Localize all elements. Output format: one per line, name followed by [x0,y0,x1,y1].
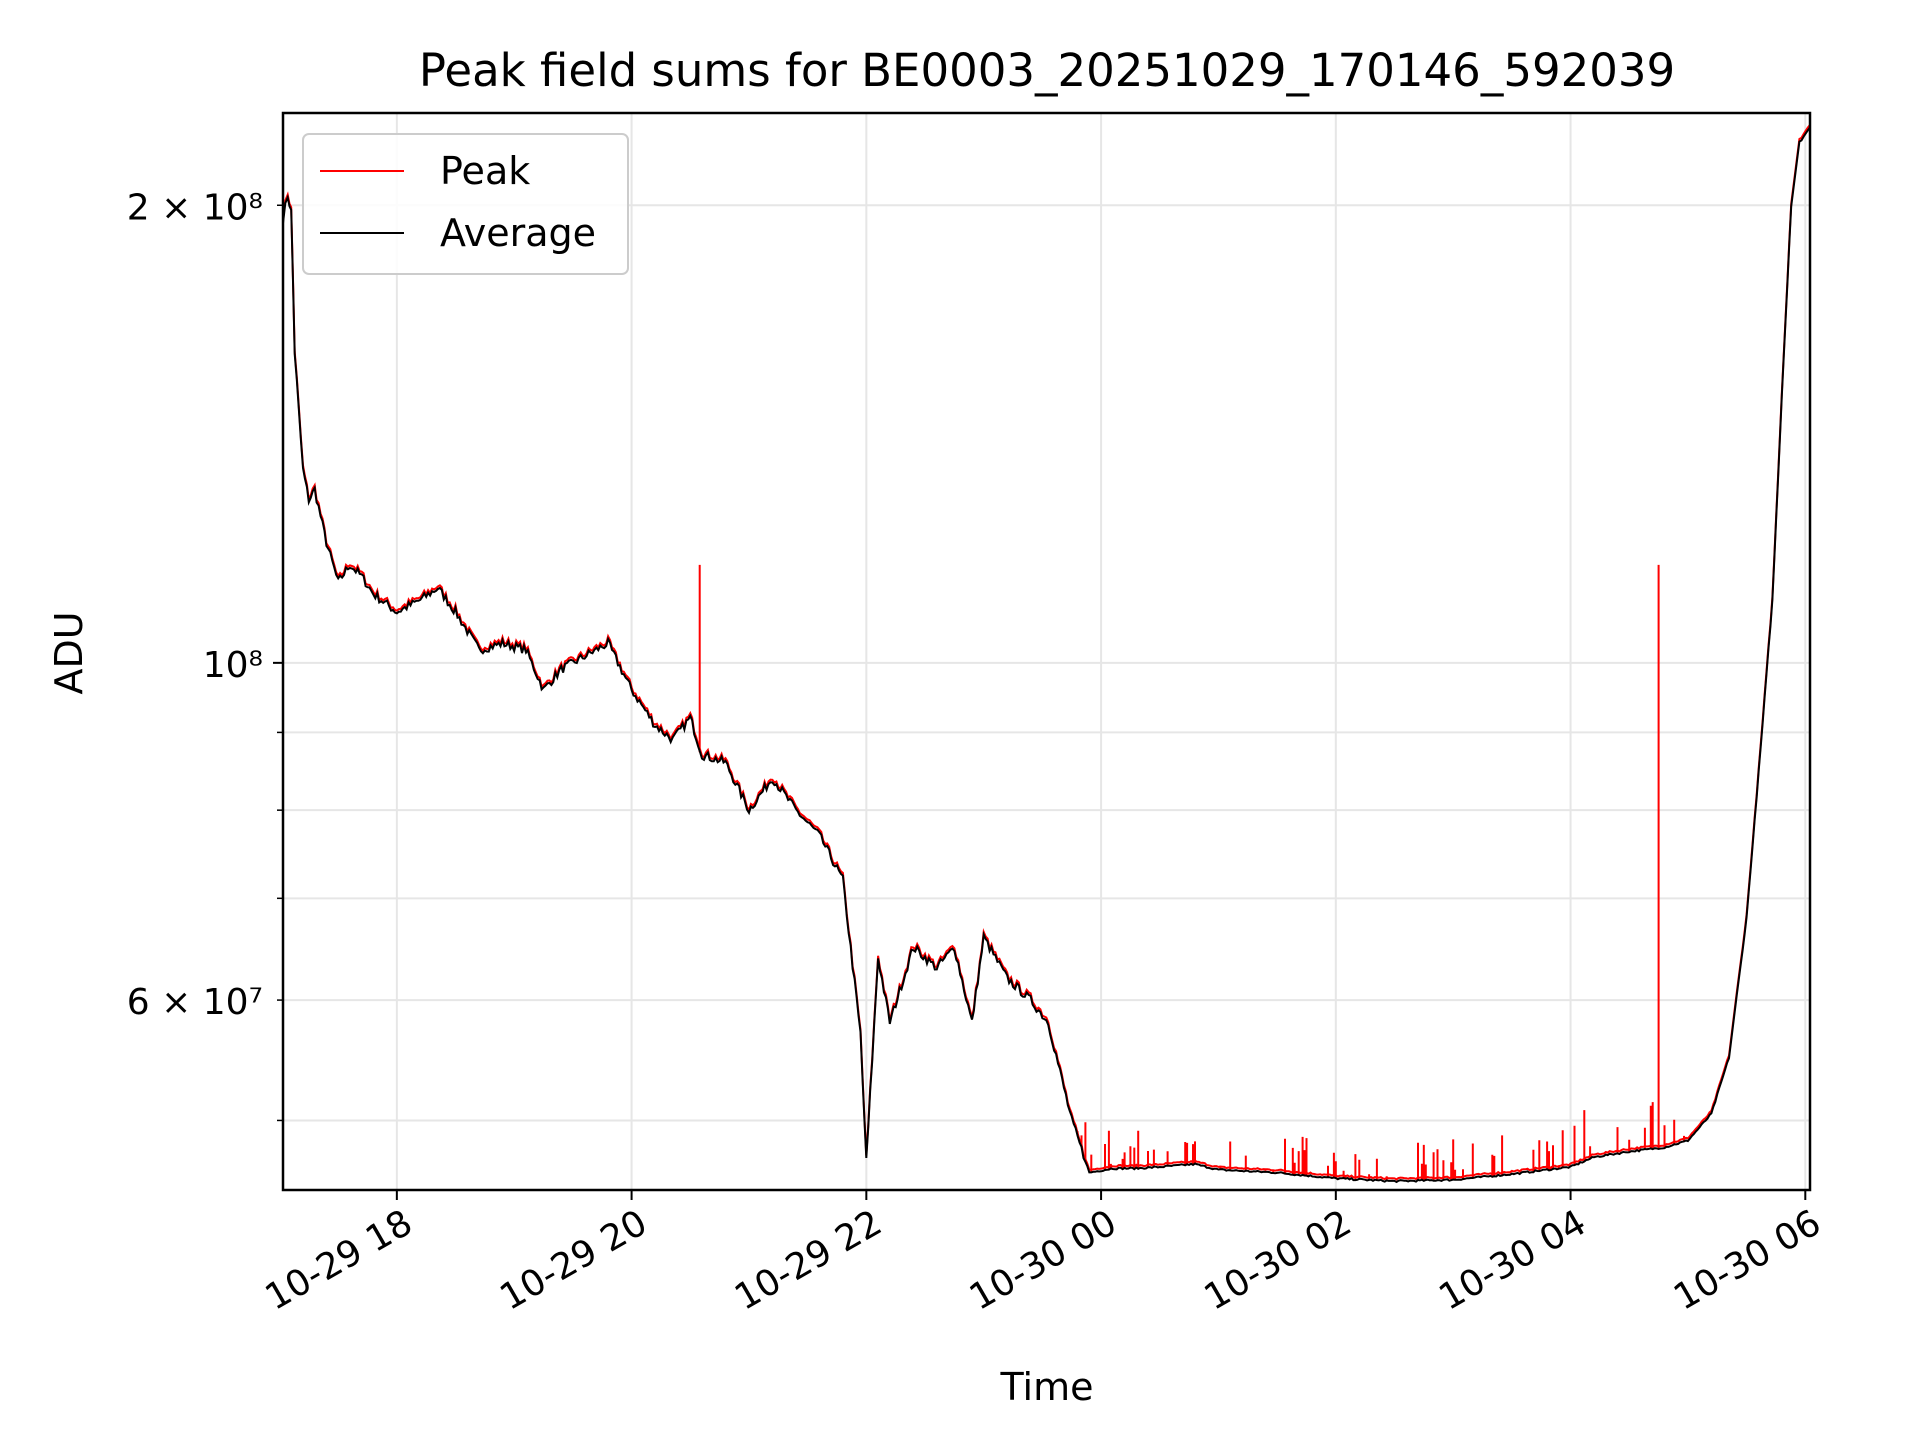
plot-frame [281,111,1812,1192]
legend-box [302,133,629,275]
y-axis-label: ADU [47,611,91,694]
grid [283,113,1810,1190]
y-minor-tick-label: 2 × 10⁸ [127,187,263,228]
y-tick-label: 10⁸ [203,645,263,686]
x-axis-label: Time [1000,1365,1094,1409]
y-axis: 10⁸ 2 × 10⁸ 6 × 10⁷ [127,187,283,1122]
average-series-line [283,126,1810,1184]
peak-series-line [283,124,1810,1181]
legend-peak-label: Peak [440,149,530,193]
legend-average-label: Average [440,211,596,255]
chart-title: Peak field sums for BE0003_20251029_1701… [419,44,1675,97]
peak-series-spikes [698,564,1660,1149]
series-layer [283,124,1810,1184]
y-minor-tick-label: 6 × 10⁷ [127,982,263,1023]
legend: Peak Average [302,133,629,275]
